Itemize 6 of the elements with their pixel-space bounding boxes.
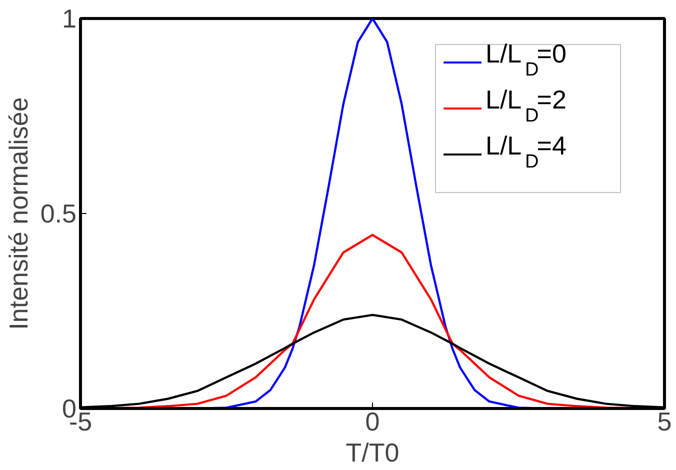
y-axis-title: Intensité normalisée bbox=[3, 97, 34, 330]
x-tick-label: 5 bbox=[657, 406, 672, 436]
y-tick-label: 0.5 bbox=[40, 198, 77, 228]
x-tick-label: 0 bbox=[365, 406, 380, 436]
y-tick-label: 1 bbox=[62, 4, 77, 34]
x-axis-title: T/T0 bbox=[346, 438, 400, 468]
